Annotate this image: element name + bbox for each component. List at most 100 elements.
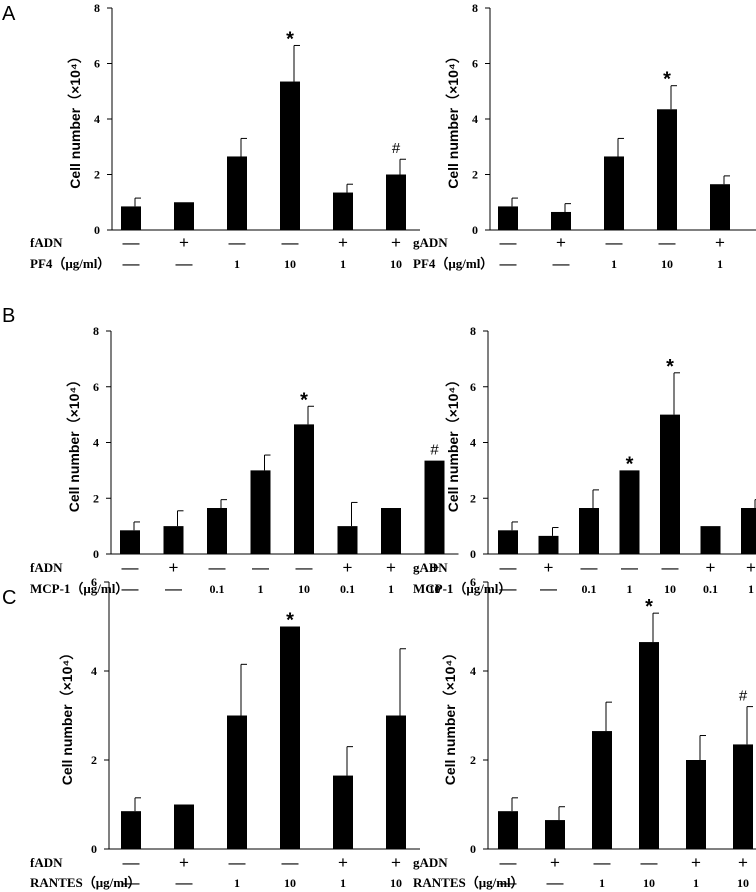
bar — [710, 184, 730, 230]
condition-label: gADN — [413, 235, 448, 250]
condition-value: — — [547, 873, 564, 892]
condition-value: 0.1 — [703, 582, 718, 596]
condition-value: + — [550, 853, 560, 872]
condition-value: + — [391, 853, 401, 872]
condition-value: — — [123, 873, 140, 892]
condition-value: — — [123, 254, 140, 273]
y-axis-label: Cell number（×10⁴） — [445, 49, 461, 189]
significance-hash: # — [392, 140, 401, 157]
condition-value: — — [296, 558, 313, 577]
bar — [174, 202, 194, 230]
condition-value: 1 — [627, 582, 633, 596]
y-tick-label: 2 — [93, 491, 99, 505]
condition-value: 10 — [284, 257, 296, 271]
y-tick-label: 4 — [91, 664, 97, 678]
bar — [121, 811, 141, 849]
y-tick-label: 8 — [470, 324, 476, 338]
condition-value: 10 — [284, 876, 296, 890]
y-tick-label: 2 — [94, 168, 100, 182]
condition-value: 10 — [664, 582, 676, 596]
chart-b-right: 0 2 4 6 8 Cell number（×10⁴） * * gADN — + — — — + + + MCP-… — [413, 324, 756, 598]
condition-value: + — [179, 233, 189, 252]
panel-letter-a: A — [2, 3, 16, 25]
y-tick-label: 4 — [472, 112, 478, 126]
condition-value: 10 — [298, 582, 310, 596]
condition-label: fADN — [30, 560, 63, 575]
y-tick-label: 2 — [470, 753, 476, 767]
y-tick-label: 4 — [93, 436, 99, 450]
condition-value: + — [386, 558, 396, 577]
condition-value: — — [581, 558, 598, 577]
condition-value: 1 — [611, 257, 617, 271]
condition-value: 1 — [340, 876, 346, 890]
y-tick-label: 6 — [470, 380, 476, 394]
bar — [386, 174, 406, 230]
condition-value: — — [500, 873, 517, 892]
condition-value: — — [123, 233, 140, 252]
condition-value: 1 — [340, 257, 346, 271]
condition-value: — — [500, 233, 517, 252]
condition-value: + — [715, 233, 725, 252]
bar — [163, 526, 184, 554]
y-tick-label: 0 — [472, 223, 478, 237]
bar — [741, 508, 756, 554]
bar — [657, 109, 677, 230]
significance-hash: # — [739, 688, 748, 705]
condition-value: + — [556, 233, 566, 252]
bar — [538, 535, 559, 554]
condition-value: — — [540, 579, 557, 598]
bar — [604, 156, 624, 230]
y-tick-label: 0 — [94, 223, 100, 237]
bar — [498, 530, 518, 554]
condition-value: — — [209, 558, 226, 577]
condition-value: — — [252, 558, 269, 577]
condition-value: — — [229, 233, 246, 252]
condition-value: — — [606, 233, 623, 252]
y-tick-label: 4 — [94, 112, 100, 126]
condition-value: — — [641, 853, 658, 872]
bar — [592, 731, 612, 849]
condition-value: + — [338, 233, 348, 252]
bar — [280, 81, 300, 230]
significance-star: * — [663, 69, 671, 91]
condition-value: — — [621, 558, 638, 577]
y-tick-label: 0 — [470, 547, 476, 561]
bar — [619, 470, 640, 554]
bar — [120, 530, 140, 554]
y-axis-label: Cell number（×10⁴） — [67, 49, 83, 189]
condition-value: — — [500, 254, 517, 273]
y-axis-label: Cell number（×10⁴） — [442, 646, 458, 786]
condition-value: — — [122, 579, 139, 598]
condition-label: PF4（μg/ml） — [30, 256, 110, 271]
condition-value: 0.1 — [340, 582, 355, 596]
condition-label: MCP-1（μg/ml） — [413, 581, 511, 596]
bar — [227, 715, 247, 849]
condition-value: — — [123, 853, 140, 872]
condition-value: — — [229, 853, 246, 872]
condition-value: 1 — [258, 582, 264, 596]
y-tick-label: 0 — [91, 842, 97, 856]
y-tick-label: 6 — [91, 575, 97, 589]
condition-value: + — [691, 853, 701, 872]
bar — [337, 526, 358, 554]
bar — [733, 744, 753, 849]
condition-value: 1 — [234, 876, 240, 890]
condition-value: — — [659, 233, 676, 252]
condition-value: + — [544, 558, 554, 577]
bar — [333, 192, 353, 230]
y-tick-label: 6 — [93, 380, 99, 394]
y-axis-label: Cell number（×10⁴） — [66, 373, 82, 513]
condition-value: 10 — [390, 257, 402, 271]
bar — [207, 508, 227, 554]
significance-star: * — [626, 453, 634, 475]
condition-label: RANTES（μg/ml） — [30, 875, 141, 890]
significance-hash: # — [430, 442, 439, 459]
significance-star: * — [645, 596, 653, 618]
bar — [639, 642, 659, 849]
condition-value: — — [122, 558, 139, 577]
condition-value: — — [594, 853, 611, 872]
y-tick-label: 2 — [91, 753, 97, 767]
